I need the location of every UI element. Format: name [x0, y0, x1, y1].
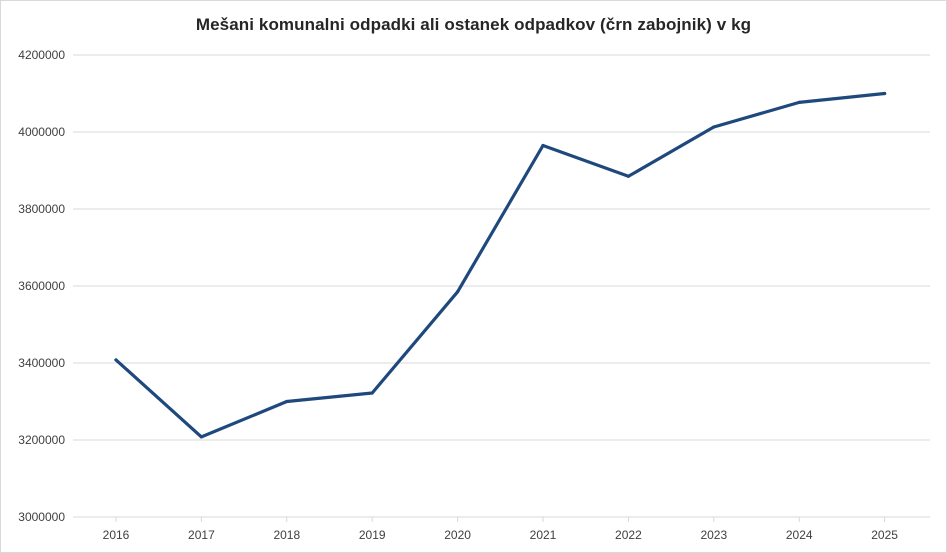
data-point — [114, 358, 118, 362]
data-point — [626, 174, 631, 178]
data-point — [199, 435, 203, 439]
x-tick-label: 2022 — [615, 528, 642, 542]
data-point — [883, 91, 887, 96]
gridlines — [73, 54, 930, 441]
data-point — [285, 399, 289, 404]
y-tick-label: 4200000 — [18, 48, 65, 62]
y-tick-label: 3400000 — [18, 356, 65, 370]
x-tick-label: 2020 — [444, 528, 471, 542]
data-point — [712, 125, 716, 129]
x-tick-label: 2023 — [700, 528, 727, 542]
x-tick-label: 2024 — [786, 528, 813, 542]
axes — [73, 516, 930, 522]
x-tick-label: 2018 — [273, 528, 300, 542]
x-tick-label: 2021 — [530, 528, 557, 542]
x-axis-tick-labels: 2016 2017 2018 2019 2020 2021 2022 2023 2024 2025 — [103, 528, 899, 542]
x-tick-label: 2019 — [359, 528, 386, 542]
x-tick-label: 2025 — [871, 528, 898, 542]
y-tick-label: 3600000 — [18, 279, 65, 293]
data-point — [797, 100, 801, 104]
data-point — [541, 143, 545, 148]
y-axis-tick-labels: 3000000 3200000 3400000 3600000 3800000 40000… — [18, 48, 65, 524]
y-tick-label: 3800000 — [18, 202, 65, 216]
series-line — [114, 91, 887, 439]
y-tick-label: 3200000 — [18, 433, 65, 447]
y-tick-label: 4000000 — [18, 125, 65, 139]
data-point — [370, 391, 374, 395]
series-group — [114, 91, 887, 439]
y-tick-label: 3000000 — [18, 510, 65, 524]
data-point — [456, 290, 460, 294]
chart-title: Mešani komunalni odpadki ali ostanek odp… — [195, 15, 752, 34]
x-tick-label: 2017 — [188, 528, 215, 542]
x-tick-label: 2016 — [103, 528, 130, 542]
